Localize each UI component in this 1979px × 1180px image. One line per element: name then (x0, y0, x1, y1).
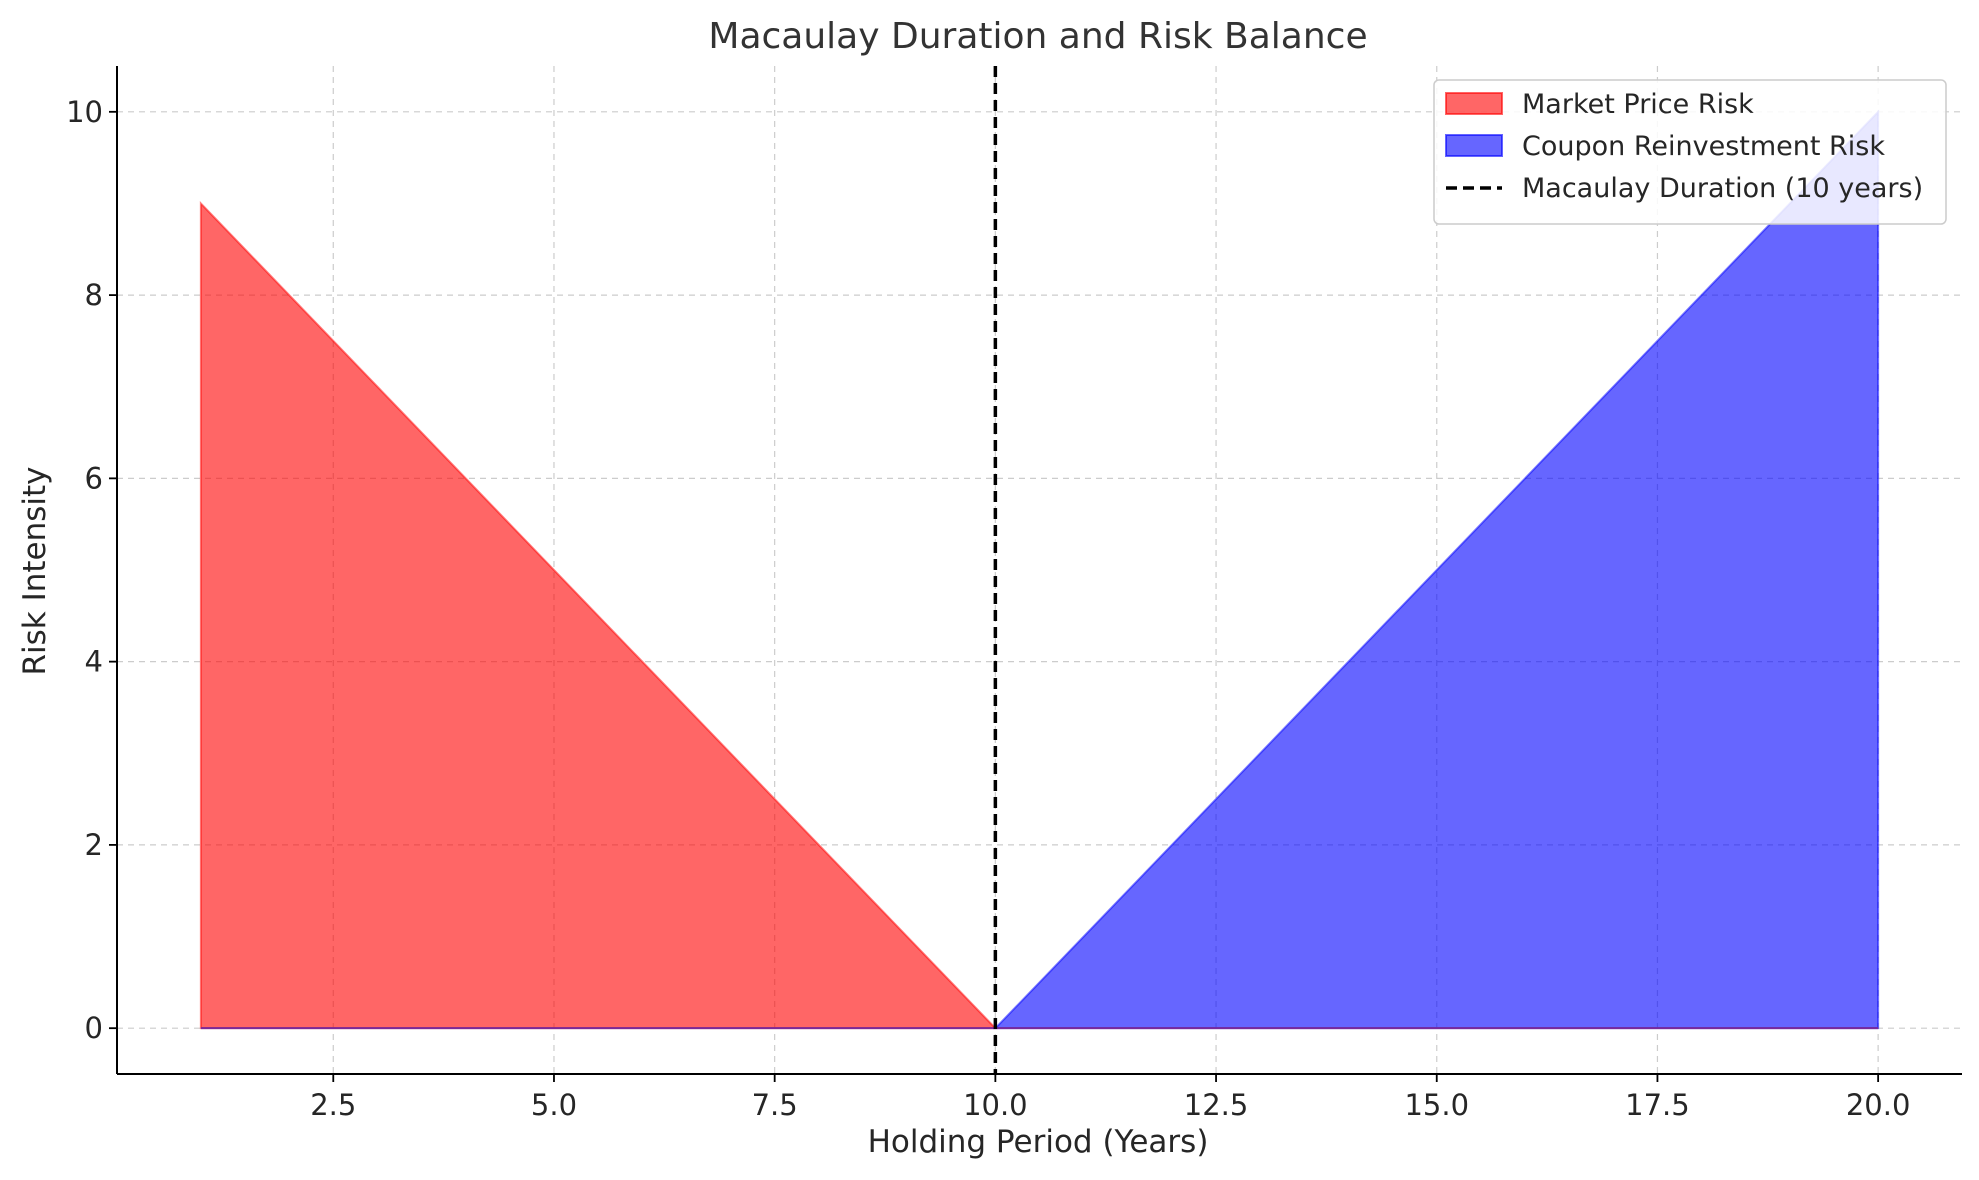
legend-frame (1433, 79, 1947, 225)
legend-label-1: Coupon Reinvestment Risk (1522, 131, 1885, 162)
x-tick-label: 12.5 (1184, 1088, 1249, 1122)
x-tick-label: 7.5 (752, 1088, 798, 1122)
y-tick-label: 10 (66, 95, 103, 129)
y-tick-label: 2 (85, 828, 103, 862)
x-tick-label: 2.5 (310, 1088, 356, 1122)
legend-label-2: Macaulay Duration (10 years) (1522, 173, 1923, 204)
y-tick-label: 8 (85, 278, 103, 312)
legend: Market Price Risk Coupon Reinvestment Ris… (1433, 79, 1947, 225)
area-series-0 (199, 200, 998, 1030)
legend-swatch-1 (1445, 134, 1503, 157)
x-tick-label: 17.5 (1625, 1088, 1690, 1122)
axes: 2.5 5.0 7.5 10.0 12.5 15.0 17.5 20.0 0 2 4 6 8 10 (66, 66, 1962, 1122)
plot-areas (199, 109, 1880, 1030)
x-axis-label: Holding Period (Years) (868, 1124, 1209, 1160)
legend-swatch-0 (1445, 92, 1503, 115)
y-tick-label: 0 (85, 1011, 103, 1045)
area-series-1 (993, 109, 1880, 1030)
x-tick-label: 20.0 (1846, 1088, 1911, 1122)
x-tick-label: 10.0 (963, 1088, 1028, 1122)
x-tick-label: 5.0 (531, 1088, 577, 1122)
y-axis-label: Risk Intensity (17, 466, 53, 675)
y-tick-label: 6 (85, 461, 103, 495)
legend-label-0: Market Price Risk (1522, 89, 1754, 120)
y-tick-label: 4 (85, 645, 103, 679)
x-tick-label: 15.0 (1404, 1088, 1469, 1122)
chart-title: Macaulay Duration and Risk Balance (708, 16, 1367, 57)
